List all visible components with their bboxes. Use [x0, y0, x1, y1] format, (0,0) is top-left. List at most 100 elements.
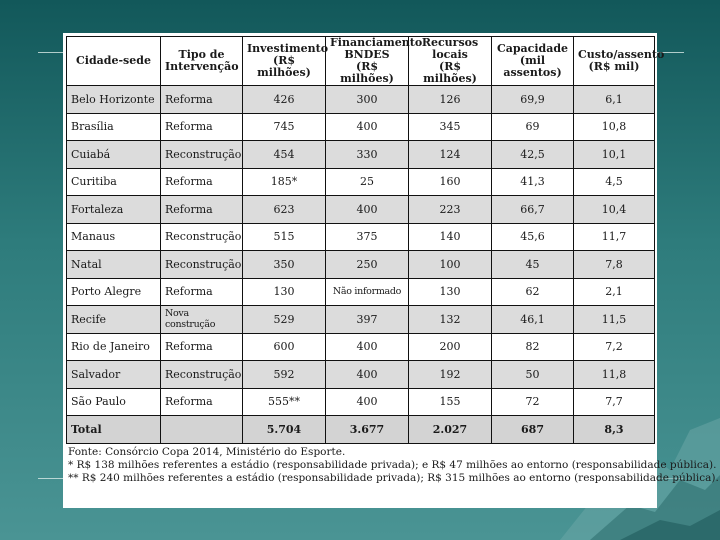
intervention-cell: Reforma	[160, 277, 243, 306]
decorative-line-top-left	[38, 52, 63, 53]
column-header-line: Cidade-sede	[76, 54, 151, 67]
decorative-line-top-right	[657, 52, 684, 53]
value-cell: 10,1	[573, 140, 655, 169]
total-value-cell: 3.677	[325, 415, 409, 444]
value-cell: 25	[325, 167, 409, 196]
value-cell: 4,5	[573, 167, 655, 196]
city-cell: Natal	[66, 250, 161, 279]
value-cell: 223	[408, 195, 492, 224]
intervention-cell: Reforma	[160, 112, 243, 141]
column-header-line: (R$ mil)	[588, 60, 640, 73]
column-header-line: (R$ milhões)	[340, 60, 394, 85]
column-header-line: (R$ milhões)	[423, 60, 477, 85]
value-cell: 7,8	[573, 250, 655, 279]
table-row: Cuiabá Reconstrução 454 330 124 42,5 10,1	[66, 140, 655, 169]
value-cell: 155	[408, 387, 492, 416]
value-cell: 330	[325, 140, 409, 169]
city-cell: Cuiabá	[66, 140, 161, 169]
source-note: Fonte: Consórcio Copa 2014, Ministério d…	[68, 446, 346, 458]
table-row: Curitiba Reforma 185* 25 160 41,3 4,5	[66, 167, 655, 196]
value-cell: 10,8	[573, 112, 655, 141]
column-header-line: Tipo de	[178, 48, 225, 61]
intervention-cell: Nova construção	[160, 305, 243, 334]
table-row: Belo Horizonte Reforma 426 300 126 69,9 6,1	[66, 85, 655, 114]
value-cell: 100	[408, 250, 492, 279]
value-cell: 2,1	[573, 277, 655, 306]
table-notes: Fonte: Consórcio Copa 2014, Ministério d…	[66, 444, 719, 485]
value-cell: 592	[242, 360, 326, 389]
document-page: Cidade-sede Tipo de Intervenção Investiment…	[63, 33, 719, 508]
city-cell: Porto Alegre	[66, 277, 161, 306]
table-body: Belo Horizonte Reforma 426 300 126 69,9 6,1 Bra…	[66, 85, 655, 416]
column-header: Tipo de Intervenção	[160, 36, 243, 86]
intervention-cell: Reforma	[160, 387, 243, 416]
value-cell: Não informado	[325, 277, 409, 306]
footnote: * R$ 138 milhões referentes a estádio (r…	[68, 459, 717, 471]
table-row: Natal Reconstrução 350 250 100 45 7,8	[66, 250, 655, 279]
value-cell: 515	[242, 222, 326, 251]
value-cell: 400	[325, 360, 409, 389]
table-row: Fortaleza Reforma 623 400 223 66,7 10,4	[66, 195, 655, 224]
value-cell: 300	[325, 85, 409, 114]
value-cell: 45,6	[491, 222, 574, 251]
column-header: Cidade-sede	[66, 36, 161, 86]
value-cell: 400	[325, 195, 409, 224]
value-cell: 397	[325, 305, 409, 334]
table-row: Brasília Reforma 745 400 345 69 10,8	[66, 112, 655, 141]
intervention-cell: Reconstrução	[160, 250, 243, 279]
value-cell: 41,3	[491, 167, 574, 196]
table-row: São Paulo Reforma 555** 400 155 72 7,7	[66, 387, 655, 416]
column-header-line: Investimento	[247, 42, 329, 55]
table-total-row: Total 5.704 3.677 2.027 687 8,3	[66, 415, 655, 444]
value-cell: 400	[325, 332, 409, 361]
value-cell: 130	[408, 277, 492, 306]
column-header: Custo/assento (R$ mil)	[573, 36, 665, 86]
value-cell: 623	[242, 195, 326, 224]
value-cell: 50	[491, 360, 574, 389]
value-cell: 62	[491, 277, 574, 306]
value-cell: 555**	[242, 387, 326, 416]
value-cell: 375	[325, 222, 409, 251]
column-header-line: (R$ milhões)	[257, 54, 311, 79]
total-value-cell: 687	[491, 415, 574, 444]
intervention-cell: Reconstrução	[160, 140, 243, 169]
city-cell: São Paulo	[66, 387, 161, 416]
value-cell: 69,9	[491, 85, 574, 114]
value-cell: 600	[242, 332, 326, 361]
total-value-cell: 8,3	[573, 415, 655, 444]
value-cell: 130	[242, 277, 326, 306]
value-cell: 132	[408, 305, 492, 334]
table-row: Rio de Janeiro Reforma 600 400 200 82 7,2	[66, 332, 655, 361]
value-cell: 6,1	[573, 85, 655, 114]
footnote: ** R$ 240 milhões referentes a estádio (…	[68, 472, 719, 484]
value-cell: 185*	[242, 167, 326, 196]
value-cell: 7,7	[573, 387, 655, 416]
value-cell: 7,2	[573, 332, 655, 361]
value-cell: 69	[491, 112, 574, 141]
column-header-line: BNDES	[344, 48, 390, 61]
value-cell: 10,4	[573, 195, 655, 224]
table-row: Salvador Reconstrução 592 400 192 50 11,8	[66, 360, 655, 389]
intervention-cell: Reforma	[160, 195, 243, 224]
column-header-line: Custo/assento	[578, 48, 665, 61]
city-cell: Salvador	[66, 360, 161, 389]
table-header-row: Cidade-sede Tipo de Intervenção Investiment…	[66, 36, 665, 86]
value-cell: 126	[408, 85, 492, 114]
intervention-cell: Reforma	[160, 167, 243, 196]
total-value-cell: 5.704	[242, 415, 326, 444]
city-cell: Rio de Janeiro	[66, 332, 161, 361]
column-header: Financiamento BNDES (R$ milhões)	[325, 36, 422, 86]
value-cell: 426	[242, 85, 326, 114]
decorative-line-bottom-left	[38, 478, 63, 479]
intervention-cell: Reforma	[160, 85, 243, 114]
value-cell: 82	[491, 332, 574, 361]
intervention-cell: Reforma	[160, 332, 243, 361]
city-cell: Brasília	[66, 112, 161, 141]
table-row: Manaus Reconstrução 515 375 140 45,6 11,7	[66, 222, 655, 251]
column-header-line: Recursos	[421, 36, 479, 49]
value-cell: 45	[491, 250, 574, 279]
city-cell: Fortaleza	[66, 195, 161, 224]
column-header: Investimento (R$ milhões)	[242, 36, 329, 86]
value-cell: 529	[242, 305, 326, 334]
total-value-cell: 2.027	[408, 415, 492, 444]
